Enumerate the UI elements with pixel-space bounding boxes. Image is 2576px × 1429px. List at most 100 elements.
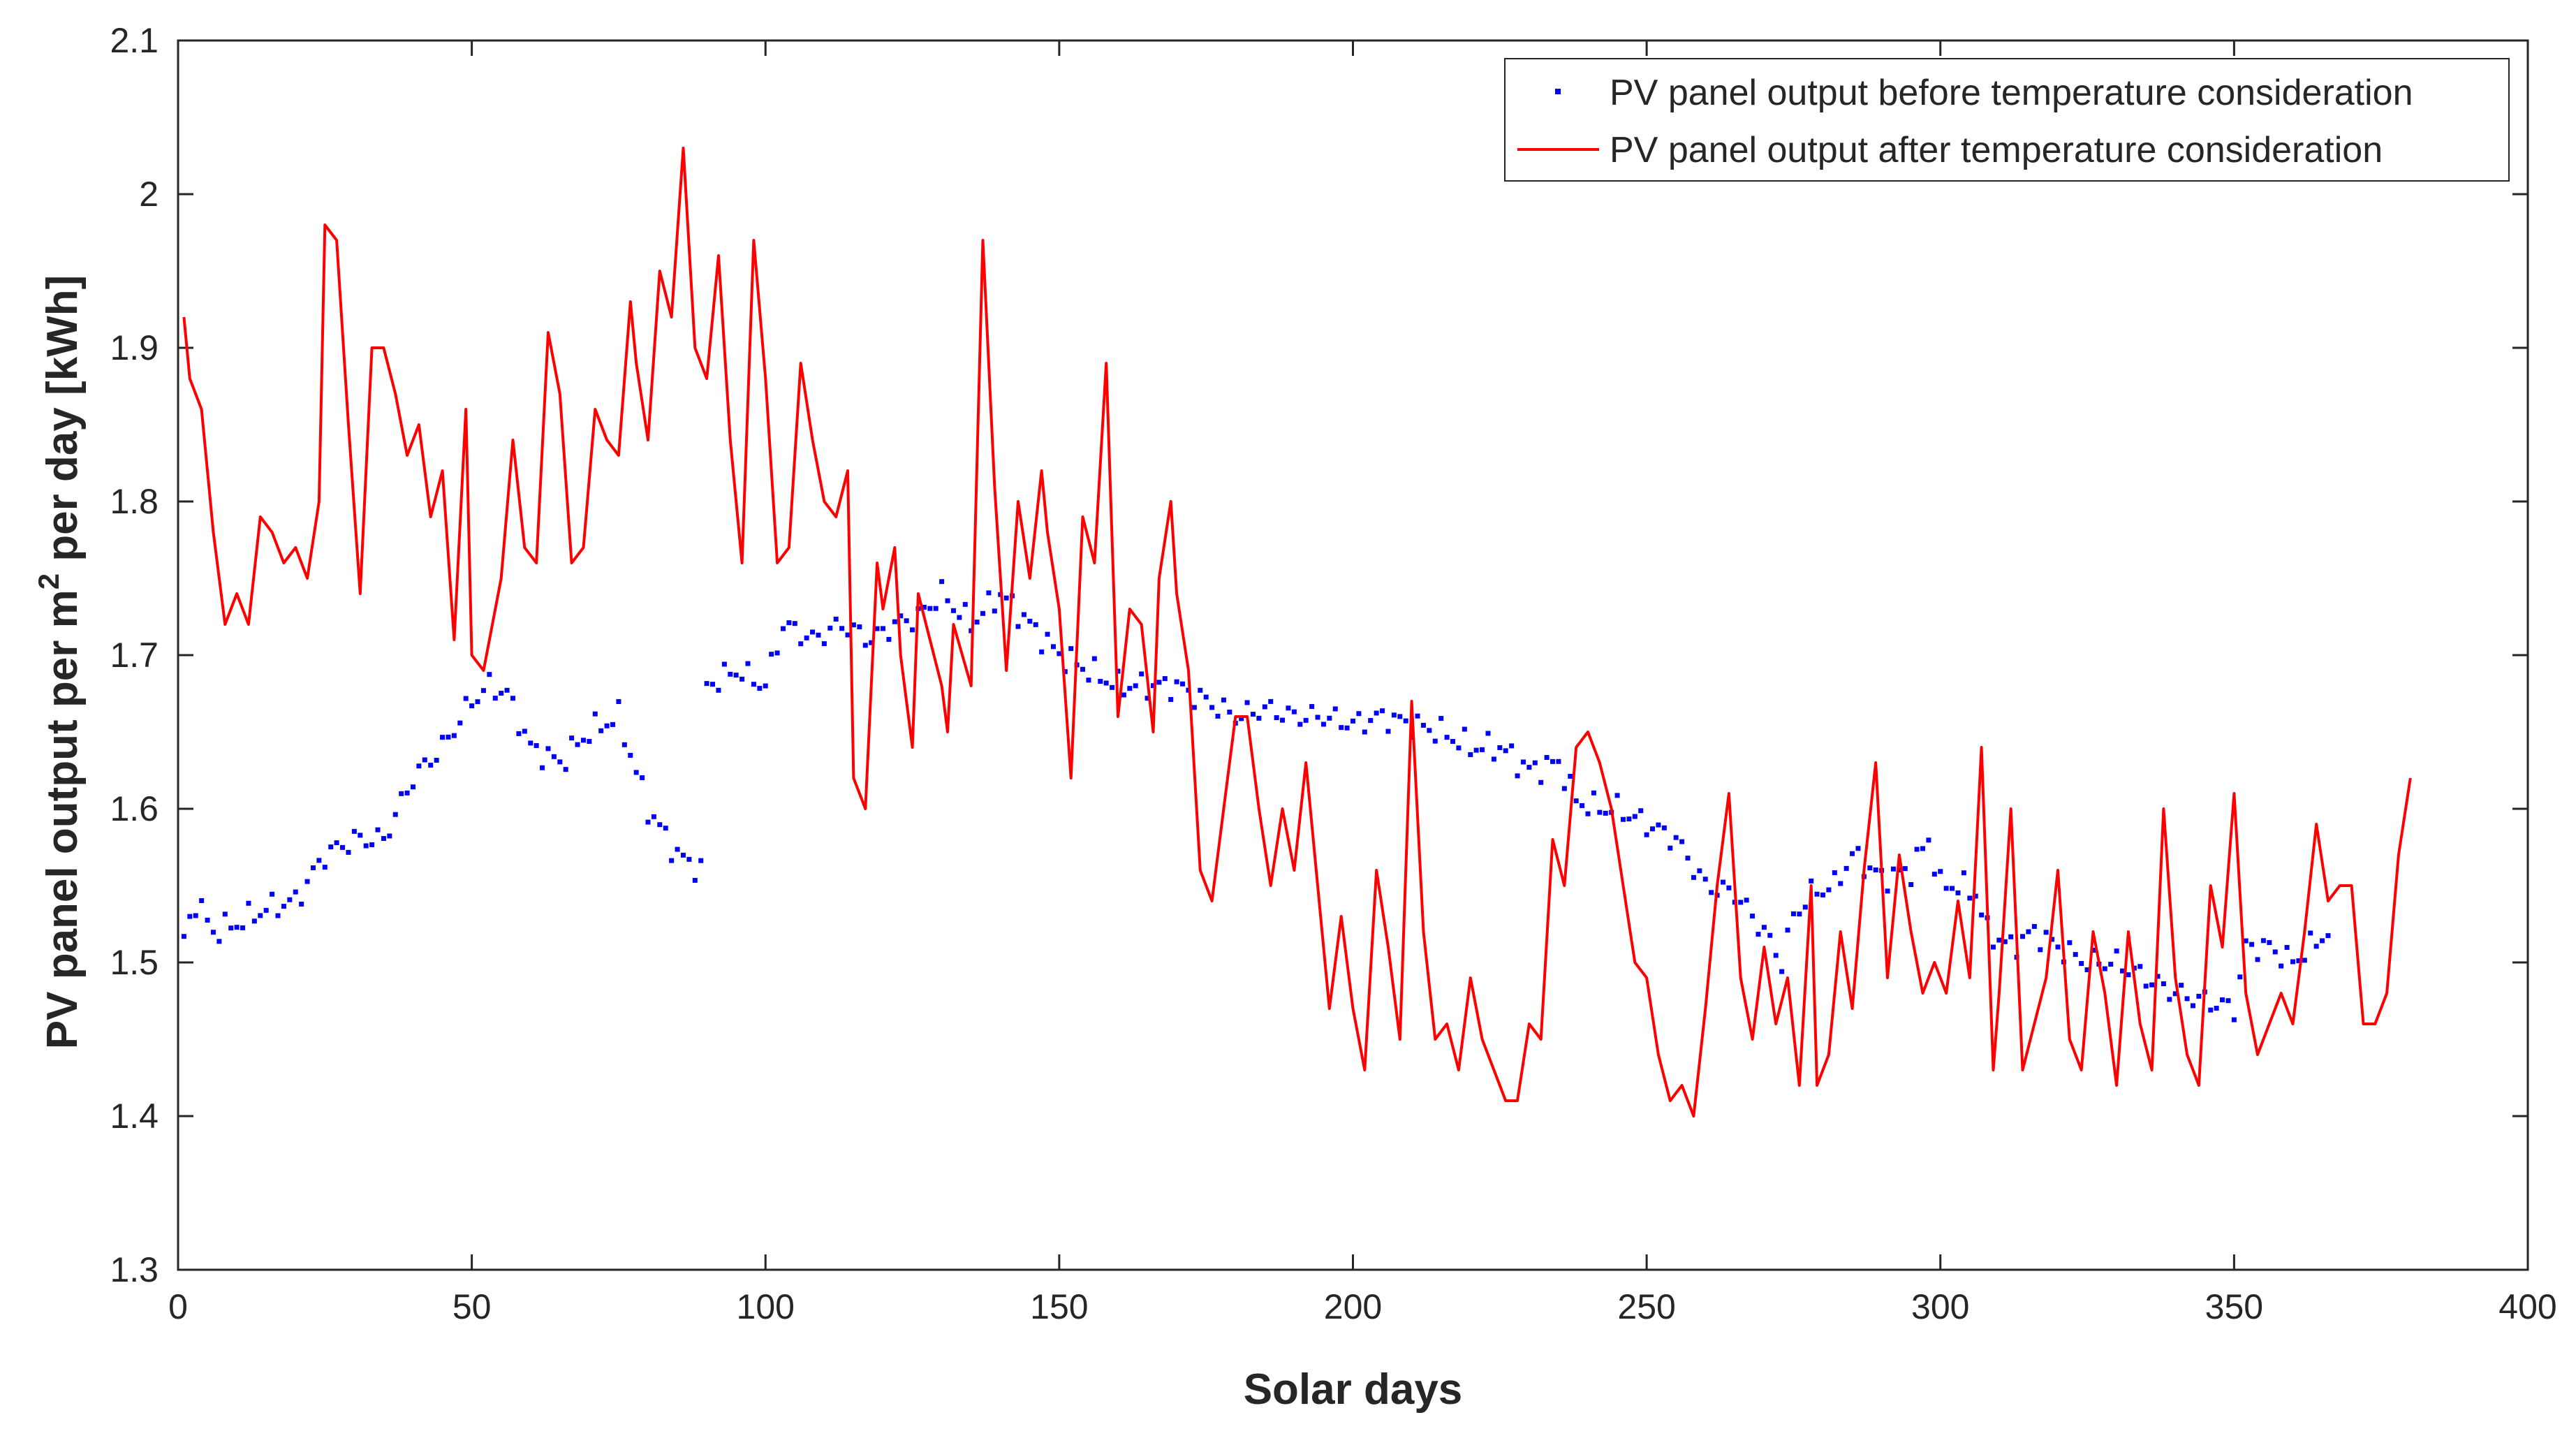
data-point-before: [263, 907, 269, 913]
data-point-before: [1826, 887, 1832, 893]
data-point-before: [563, 767, 568, 772]
x-tick-label: 350: [2205, 1287, 2263, 1326]
data-point-before: [898, 613, 904, 619]
data-point-before: [2290, 959, 2295, 965]
data-point-before: [1632, 814, 1637, 819]
data-point-before: [1438, 716, 1444, 721]
data-point-before: [1726, 885, 1732, 891]
data-point-before: [1843, 865, 1849, 871]
data-point-before: [721, 661, 727, 667]
data-point-before: [633, 770, 639, 775]
data-point-before: [969, 628, 974, 633]
data-point-before: [728, 671, 733, 677]
data-point-before: [451, 733, 457, 738]
data-point-before: [1250, 712, 1256, 717]
data-point-before: [2255, 957, 2260, 962]
data-point-before: [651, 814, 656, 819]
data-point-before: [205, 917, 210, 923]
data-point-before: [510, 696, 516, 701]
legend-entry-before: PV panel output before temperature consi…: [1610, 73, 2413, 113]
data-point-before: [1432, 738, 1438, 744]
data-point-before: [1280, 717, 1286, 723]
data-point-before: [862, 643, 868, 648]
data-point-before: [1614, 793, 1620, 798]
data-point-before: [375, 827, 381, 833]
data-point-before: [1491, 756, 1496, 762]
data-point-before: [1174, 679, 1179, 684]
y-tick-label: 1.7: [110, 636, 159, 675]
data-point-before: [1961, 870, 1966, 876]
y-axis-title: PV panel output per m2 per day [kWh]: [32, 275, 87, 1049]
data-point-before: [1268, 698, 1274, 704]
data-point-before: [1320, 721, 1326, 727]
data-point-before: [1221, 697, 1226, 703]
data-point-before: [2126, 972, 2131, 978]
data-point-before: [939, 579, 945, 585]
data-point-before: [881, 626, 885, 631]
data-point-before: [1462, 726, 1467, 732]
data-point-before: [1832, 870, 1837, 876]
data-point-before: [1145, 696, 1150, 701]
data-point-before: [1110, 684, 1115, 690]
y-tick-label: 1.6: [110, 789, 159, 828]
data-point-before: [480, 688, 486, 694]
data-point-before: [1873, 867, 1878, 873]
data-point-before: [698, 858, 704, 863]
data-point-before: [334, 840, 339, 846]
data-point-before: [1350, 718, 1355, 724]
data-point-before: [610, 721, 616, 727]
data-point-before: [692, 877, 698, 883]
data-point-before: [1456, 745, 1462, 751]
data-point-before: [986, 590, 992, 596]
data-point-before: [1227, 710, 1232, 715]
data-point-before: [1509, 743, 1515, 749]
data-point-before: [2031, 923, 2037, 929]
data-point-before: [1391, 712, 1397, 718]
data-point-before: [322, 865, 327, 870]
data-point-before: [275, 913, 281, 918]
data-point-before: [2284, 944, 2290, 950]
data-point-before: [645, 819, 651, 825]
data-point-before: [792, 621, 797, 626]
x-tick-label: 400: [2498, 1287, 2556, 1326]
data-point-before: [1086, 677, 1091, 683]
x-tick-label: 300: [1911, 1287, 1969, 1326]
data-point-before: [2143, 983, 2149, 989]
data-point-before: [2308, 930, 2313, 936]
data-point-before: [346, 849, 351, 855]
data-point-before: [1050, 644, 1056, 650]
data-point-before: [1420, 722, 1426, 728]
data-point-before: [569, 735, 575, 741]
data-point-before: [1403, 718, 1408, 724]
x-tick-label: 100: [737, 1287, 795, 1326]
data-point-before: [1003, 595, 1009, 601]
data-point-before: [1802, 904, 1808, 910]
data-point-before: [1380, 708, 1385, 714]
data-point-before: [2313, 944, 2319, 949]
data-point-before: [2049, 937, 2055, 942]
data-point-before: [363, 843, 369, 849]
data-point-before: [739, 676, 745, 682]
data-point-before: [1156, 680, 1162, 685]
data-point-before: [1967, 895, 1973, 901]
data-point-before: [1339, 725, 1344, 731]
data-point-before: [304, 879, 310, 884]
y-tick-label: 1.4: [110, 1097, 159, 1136]
y-tick-label: 2.1: [110, 21, 159, 60]
data-point-before: [1297, 721, 1303, 727]
series-after-temperature-line: [182, 147, 2412, 1117]
data-point-before: [1544, 755, 1550, 761]
data-point-before: [522, 728, 527, 734]
legend: PV panel output before temperature consi…: [1504, 58, 2510, 182]
data-point-before: [1080, 666, 1086, 672]
data-point-before: [1850, 851, 1855, 856]
data-point-before: [258, 913, 263, 918]
data-point-before: [1103, 680, 1109, 686]
data-point-before: [2090, 948, 2096, 953]
data-point-before: [962, 601, 968, 607]
data-point-before: [1309, 704, 1315, 710]
data-point-before: [1027, 618, 1033, 624]
data-point-before: [2196, 993, 2202, 999]
data-point-before: [1291, 709, 1297, 714]
data-point-before: [1256, 715, 1262, 721]
